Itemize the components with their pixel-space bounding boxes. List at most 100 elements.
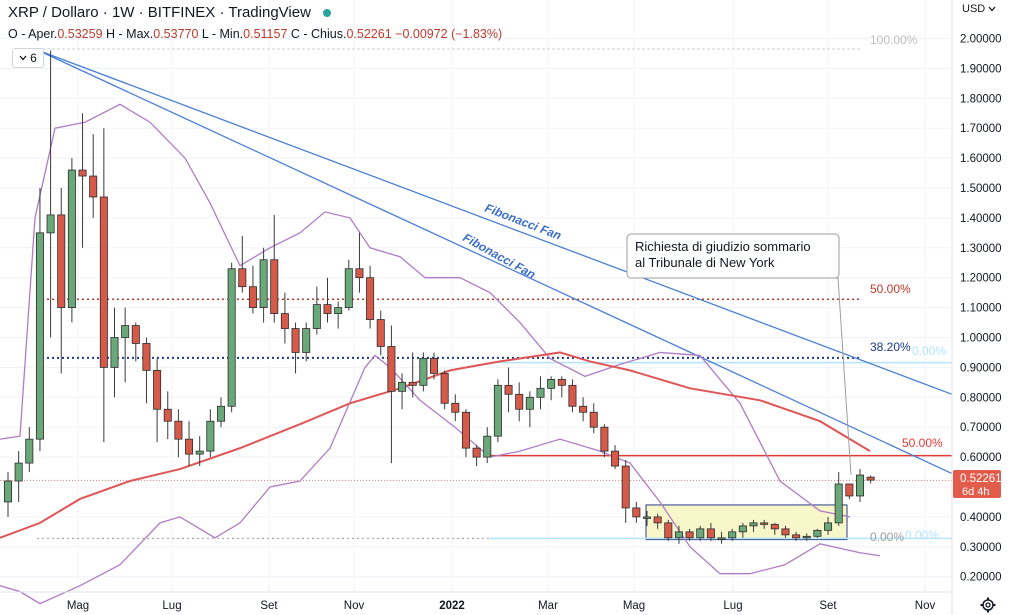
candle <box>227 262 236 413</box>
candle <box>685 528 694 541</box>
candle <box>131 322 140 362</box>
candle-body <box>259 259 268 309</box>
x-tick-label: Set <box>819 600 837 612</box>
candle-body <box>728 531 737 539</box>
candle-body <box>174 420 183 440</box>
annotation-line-1: Richiesta di giudizio sommario <box>635 239 811 254</box>
candle <box>398 373 407 410</box>
candle-body <box>611 450 620 467</box>
candle <box>302 322 311 362</box>
candle-body <box>376 319 385 347</box>
candle <box>781 525 790 538</box>
time-axis: Mag Lug Set Nov 2022 Mar Mag Lug Set Nov <box>0 591 952 612</box>
currency-label: USD <box>962 3 986 15</box>
annotation-line-2: al Tribunale di New York <box>635 255 775 270</box>
candle-body <box>419 358 428 386</box>
candle-body <box>153 369 162 410</box>
annotation-pointer <box>800 277 852 476</box>
price-axis: 2.00000 1.90000 1.80000 1.70000 1.60000 1.500… <box>951 0 1002 615</box>
candle <box>153 358 162 443</box>
candle-body <box>291 328 300 353</box>
candle <box>643 510 652 526</box>
candle-body <box>280 313 289 329</box>
candle <box>312 286 321 335</box>
x-tick-label: Nov <box>344 600 365 612</box>
candle-body <box>121 325 130 338</box>
candle-body <box>472 447 481 458</box>
candle <box>110 307 119 398</box>
candle-body <box>813 529 822 537</box>
x-tick-label: Mag <box>67 600 89 612</box>
candle <box>334 301 343 329</box>
candle <box>14 451 23 502</box>
indicators-toggle-button[interactable]: 6 <box>12 48 44 68</box>
x-tick-label: Nov <box>915 600 936 612</box>
y-tick-label: 0.70000 <box>960 422 1002 434</box>
candle <box>738 522 747 538</box>
candle <box>493 379 502 443</box>
candle-body <box>621 465 630 509</box>
y-tick-label: 1.10000 <box>960 303 1002 315</box>
candle-body <box>398 381 407 392</box>
candle <box>568 379 577 413</box>
candle <box>611 445 620 470</box>
candle <box>802 533 811 541</box>
candle <box>504 367 513 413</box>
candle-body <box>653 516 662 524</box>
candle-body <box>696 528 705 539</box>
candle <box>185 421 194 467</box>
candle <box>216 397 225 428</box>
candle-body <box>227 268 236 407</box>
candle-body <box>344 268 353 309</box>
y-tick-label: 2.00000 <box>960 34 1002 46</box>
candle-body <box>504 384 513 395</box>
candle-body <box>25 438 34 464</box>
ohlc-readout: O - Aper.0.53259 H - Max.0.53770 L - Min… <box>8 27 502 41</box>
candle-body <box>57 214 66 309</box>
candle-body <box>749 522 758 527</box>
candle <box>557 376 566 398</box>
candle-body <box>781 528 790 536</box>
candle <box>142 337 151 404</box>
y-tick-label: 1.00000 <box>960 333 1002 345</box>
y-tick-label: 1.60000 <box>960 153 1002 165</box>
y-tick-label: 0.80000 <box>960 392 1002 404</box>
candle-body <box>142 343 151 371</box>
candle <box>834 472 843 526</box>
candle-body <box>312 304 321 329</box>
interval-label[interactable]: 1W <box>111 4 135 21</box>
candle-body <box>185 438 194 455</box>
candle <box>664 519 673 541</box>
candle <box>472 445 481 467</box>
currency-selector[interactable]: USD <box>962 3 996 15</box>
chevron-down-icon <box>19 55 27 61</box>
candle <box>483 427 492 464</box>
candle <box>174 409 183 458</box>
candle-body <box>163 408 172 422</box>
symbol-name[interactable]: XRP / Dollaro <box>8 4 99 21</box>
candle <box>366 265 375 329</box>
source-label: TradingView <box>228 4 311 21</box>
candle-body <box>568 384 577 407</box>
fib-label: 50.00% <box>870 282 911 296</box>
y-tick-label: 1.40000 <box>960 213 1002 225</box>
candle <box>35 188 44 452</box>
candle <box>600 424 609 458</box>
y-tick-label: 0.20000 <box>960 572 1002 584</box>
candle-body <box>493 384 502 437</box>
candle <box>344 259 353 311</box>
x-tick-label: 2022 <box>439 600 465 612</box>
chart-title: XRP / Dollaro · 1W · BITFINEX · TradingV… <box>8 4 332 21</box>
candle-body <box>738 525 747 533</box>
current-price-value: 0.52261 <box>960 473 1002 485</box>
candle-body <box>536 387 545 398</box>
gear-icon[interactable] <box>980 597 996 613</box>
candle <box>429 352 438 380</box>
candle <box>280 292 289 344</box>
exchange-label: BITFINEX <box>147 4 216 21</box>
candle-body <box>674 531 683 539</box>
candle-body <box>461 411 470 449</box>
bar-countdown: 6d 4h <box>962 486 990 498</box>
